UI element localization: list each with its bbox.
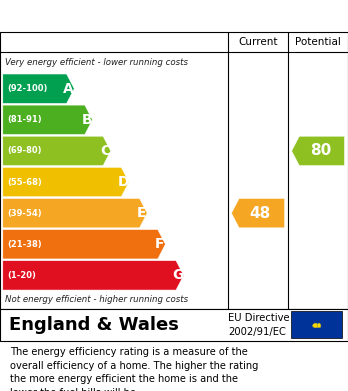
Text: 80: 80 [310, 143, 331, 158]
Text: EU Directive
2002/91/EC: EU Directive 2002/91/EC [228, 313, 290, 337]
Polygon shape [3, 136, 111, 166]
Text: (92-100): (92-100) [7, 84, 47, 93]
Polygon shape [3, 105, 93, 135]
Bar [291, 312, 342, 338]
Text: B: B [81, 113, 92, 127]
Polygon shape [3, 261, 184, 290]
Text: Not energy efficient - higher running costs: Not energy efficient - higher running co… [5, 295, 188, 304]
Polygon shape [292, 136, 345, 166]
Polygon shape [3, 167, 129, 197]
Text: Very energy efficient - lower running costs: Very energy efficient - lower running co… [5, 58, 188, 67]
Text: C: C [100, 144, 110, 158]
Text: Potential: Potential [295, 37, 341, 47]
Text: F: F [155, 237, 165, 251]
Text: (1-20): (1-20) [7, 271, 36, 280]
Polygon shape [3, 230, 165, 259]
Text: Energy Efficiency Rating: Energy Efficiency Rating [10, 9, 232, 23]
Text: The energy efficiency rating is a measure of the
overall efficiency of a home. T: The energy efficiency rating is a measur… [10, 347, 259, 391]
Text: 48: 48 [250, 206, 271, 221]
Text: (81-91): (81-91) [7, 115, 41, 124]
Polygon shape [231, 198, 285, 228]
Text: (21-38): (21-38) [7, 240, 41, 249]
Text: (39-54): (39-54) [7, 209, 41, 218]
Text: (69-80): (69-80) [7, 146, 41, 155]
Text: D: D [118, 175, 129, 189]
Text: Current: Current [238, 37, 278, 47]
Text: England & Wales: England & Wales [9, 316, 179, 334]
Polygon shape [3, 198, 147, 228]
Text: E: E [137, 206, 146, 220]
Polygon shape [3, 74, 74, 104]
Text: G: G [172, 268, 184, 282]
Text: A: A [63, 82, 74, 96]
Text: (55-68): (55-68) [7, 178, 42, 187]
